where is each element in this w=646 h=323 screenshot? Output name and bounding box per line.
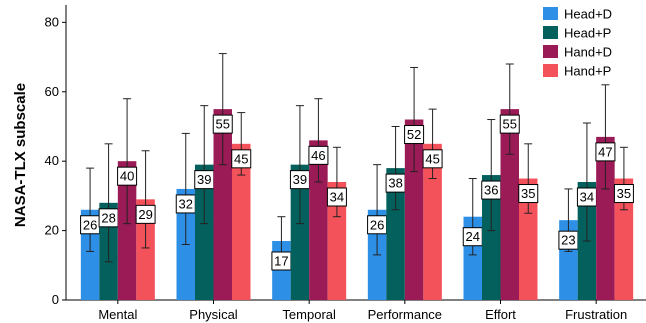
bar <box>117 161 137 300</box>
data-label-box <box>422 149 443 169</box>
data-label: 34 <box>330 190 344 205</box>
data-label: 46 <box>311 148 325 163</box>
data-label-box <box>326 187 347 207</box>
data-label-box <box>231 149 252 169</box>
x-tick-label: Mental <box>98 307 137 322</box>
data-label: 55 <box>503 117 517 132</box>
legend-label: Head+D <box>564 7 612 22</box>
x-tick-label: Performance <box>368 307 442 322</box>
plot-area: 0 20 40 60 80 Mental 26 28 40 29 Physical 32 39 55 45 T… <box>45 5 646 322</box>
y-tick-label: 80 <box>45 14 59 29</box>
legend-swatch <box>543 26 558 39</box>
bar <box>596 136 615 300</box>
data-label-box <box>499 114 520 134</box>
data-label-box <box>117 166 138 186</box>
bar <box>404 119 424 300</box>
x-tick-label: Effort <box>485 307 516 322</box>
data-label: 36 <box>484 183 498 198</box>
legend-label: Head+P <box>564 26 611 41</box>
data-label: 39 <box>197 172 211 187</box>
y-tick-label: 60 <box>45 84 59 99</box>
data-label: 35 <box>521 186 535 201</box>
data-label: 40 <box>120 169 134 184</box>
data-label: 26 <box>370 217 384 232</box>
data-label: 45 <box>425 151 439 166</box>
data-label: 38 <box>388 176 402 191</box>
legend: Head+D Head+P Hand+D Hand+P <box>543 7 612 79</box>
data-label-box <box>518 184 539 204</box>
bar <box>195 164 214 300</box>
data-label: 47 <box>598 144 612 159</box>
legend-label: Hand+P <box>564 64 611 79</box>
legend-swatch <box>543 45 558 58</box>
data-label-box <box>212 114 233 134</box>
data-label: 52 <box>407 127 421 142</box>
bar <box>309 140 328 300</box>
bar <box>482 175 501 300</box>
data-label: 35 <box>617 186 631 201</box>
x-tick-label: Physical <box>189 307 238 322</box>
data-label-box <box>404 125 425 145</box>
data-label: 23 <box>561 233 575 248</box>
bar <box>500 109 519 300</box>
data-label: 45 <box>234 151 248 166</box>
y-tick-label: 20 <box>45 223 59 238</box>
x-tick-label: Temporal <box>282 307 336 322</box>
data-label: 17 <box>274 254 288 269</box>
bar <box>423 143 442 300</box>
data-label: 55 <box>216 117 230 132</box>
data-label-box <box>135 204 156 224</box>
data-label: 24 <box>466 229 480 244</box>
bar <box>614 178 634 300</box>
bar <box>519 178 538 300</box>
bar <box>213 109 232 300</box>
y-axis-label: NASA-TLX subscale <box>12 83 29 227</box>
data-label: 34 <box>580 190 594 205</box>
bar <box>290 164 310 300</box>
data-label: 39 <box>293 172 307 187</box>
bar <box>136 199 155 300</box>
legend-swatch <box>543 7 558 20</box>
x-tick-label: Frustration <box>565 307 627 322</box>
data-label: 28 <box>101 210 115 225</box>
legend-swatch <box>543 64 558 77</box>
y-tick-label: 40 <box>45 153 59 168</box>
data-label: 29 <box>138 207 152 222</box>
data-label-box <box>613 184 634 204</box>
data-label: 26 <box>83 217 97 232</box>
data-label-box <box>308 145 329 165</box>
data-label-box <box>595 142 616 162</box>
legend-label: Hand+D <box>564 45 612 60</box>
bar <box>327 182 347 300</box>
bar <box>386 168 405 300</box>
data-label: 32 <box>179 196 193 211</box>
y-tick-label: 0 <box>52 292 59 307</box>
bar <box>232 143 251 300</box>
